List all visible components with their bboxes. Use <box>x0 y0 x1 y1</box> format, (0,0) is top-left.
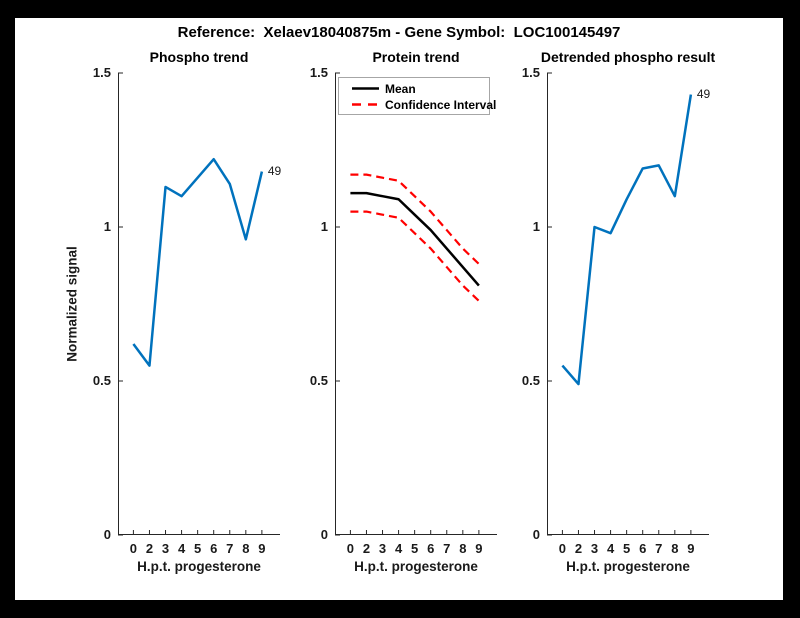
y-tick-label: 0.5 <box>309 373 328 388</box>
x-tick-label: 7 <box>655 541 663 556</box>
x-tick-label: 3 <box>161 541 170 556</box>
x-tick-label: 0 <box>129 541 138 556</box>
legend-row-mean: Mean <box>339 80 489 97</box>
y-tick-label: 1.5 <box>92 65 111 80</box>
y-tick-label: 0.5 <box>92 373 111 388</box>
y-tick-label: 0 <box>532 527 540 542</box>
y-axis-label: Normalized signal <box>64 246 80 362</box>
x-tick-label: 8 <box>671 541 679 556</box>
subplot-protein-trend: Protein trend H.p.t. progesterone Mean C… <box>310 49 497 574</box>
figure-title: Reference: Xelaev18040875m - Gene Symbol… <box>177 24 621 41</box>
x-tick-label: 8 <box>242 541 250 556</box>
x-tick-label: 3 <box>590 541 599 556</box>
x-tick-label: 4 <box>394 541 403 556</box>
detrended-phospho-plot-area <box>547 72 709 536</box>
series-line-49 <box>561 94 693 386</box>
x-tick-label: 9 <box>475 541 483 556</box>
x-tick-label: 6 <box>639 541 647 556</box>
x-tick-label: 5 <box>194 541 202 556</box>
x-tick-label: 2 <box>574 541 583 556</box>
legend-label-confidence-interval: Confidence Interval <box>385 97 497 112</box>
series-line-49 <box>132 157 264 367</box>
legend-label-mean: Mean <box>385 81 416 96</box>
x-tick-label: 5 <box>623 541 631 556</box>
x-tick-label: 4 <box>606 541 615 556</box>
y-tick-label: 1.5 <box>521 65 540 80</box>
subplot-title-detrended-phospho-result: Detrended phospho result <box>540 49 716 65</box>
figure-canvas: Reference: Xelaev18040875m - Gene Symbol… <box>15 18 783 600</box>
x-tick-label: 9 <box>258 541 266 556</box>
series-line-mean <box>350 191 480 287</box>
protein-trend-plot-area <box>335 72 497 536</box>
legend: Mean Confidence Interval <box>338 77 496 115</box>
x-tick-label: 6 <box>427 541 435 556</box>
x-axis-label-3: H.p.t. progesterone <box>566 559 690 574</box>
legend-row-confidence-interval: Confidence Interval <box>339 96 496 113</box>
series-end-label-49: 49 <box>696 86 711 101</box>
x-tick-label: 5 <box>411 541 419 556</box>
y-tick-label: 1 <box>320 219 328 234</box>
confidence-interval-line-sample-icon <box>352 103 379 106</box>
x-axis-label-1: H.p.t. progesterone <box>137 559 261 574</box>
mean-line-sample-icon <box>352 87 379 90</box>
y-tick-label: 1 <box>532 219 540 234</box>
y-tick-label: 0.5 <box>521 373 540 388</box>
x-axis-label-2: H.p.t. progesterone <box>354 559 478 574</box>
series-end-label-49: 49 <box>267 163 282 178</box>
x-tick-label: 6 <box>210 541 218 556</box>
subplot-phospho-trend: Phospho trend Normalized signal H.p.t. p… <box>65 49 282 574</box>
y-tick-label: 1 <box>103 219 111 234</box>
x-tick-label: 7 <box>443 541 451 556</box>
series-line-confidence-interval-upper- <box>350 173 480 265</box>
x-tick-label: 9 <box>687 541 695 556</box>
x-tick-label: 2 <box>362 541 371 556</box>
y-tick-label: 0 <box>320 527 328 542</box>
subplot-detrended-phospho-result: Detrended phospho result H.p.t. progeste… <box>522 49 715 574</box>
series-line-confidence-interval-lower- <box>350 210 480 302</box>
subplot-title-phospho-trend: Phospho trend <box>149 49 249 65</box>
y-tick-label: 1.5 <box>309 65 328 80</box>
x-tick-label: 3 <box>378 541 387 556</box>
phospho-trend-plot-area <box>118 72 280 536</box>
subplot-title-protein-trend: Protein trend <box>372 49 460 65</box>
x-tick-label: 0 <box>558 541 567 556</box>
x-tick-label: 8 <box>459 541 467 556</box>
x-tick-label: 2 <box>145 541 154 556</box>
y-tick-label: 0 <box>103 527 111 542</box>
x-tick-label: 0 <box>346 541 355 556</box>
x-tick-label: 4 <box>177 541 186 556</box>
x-tick-label: 7 <box>226 541 234 556</box>
